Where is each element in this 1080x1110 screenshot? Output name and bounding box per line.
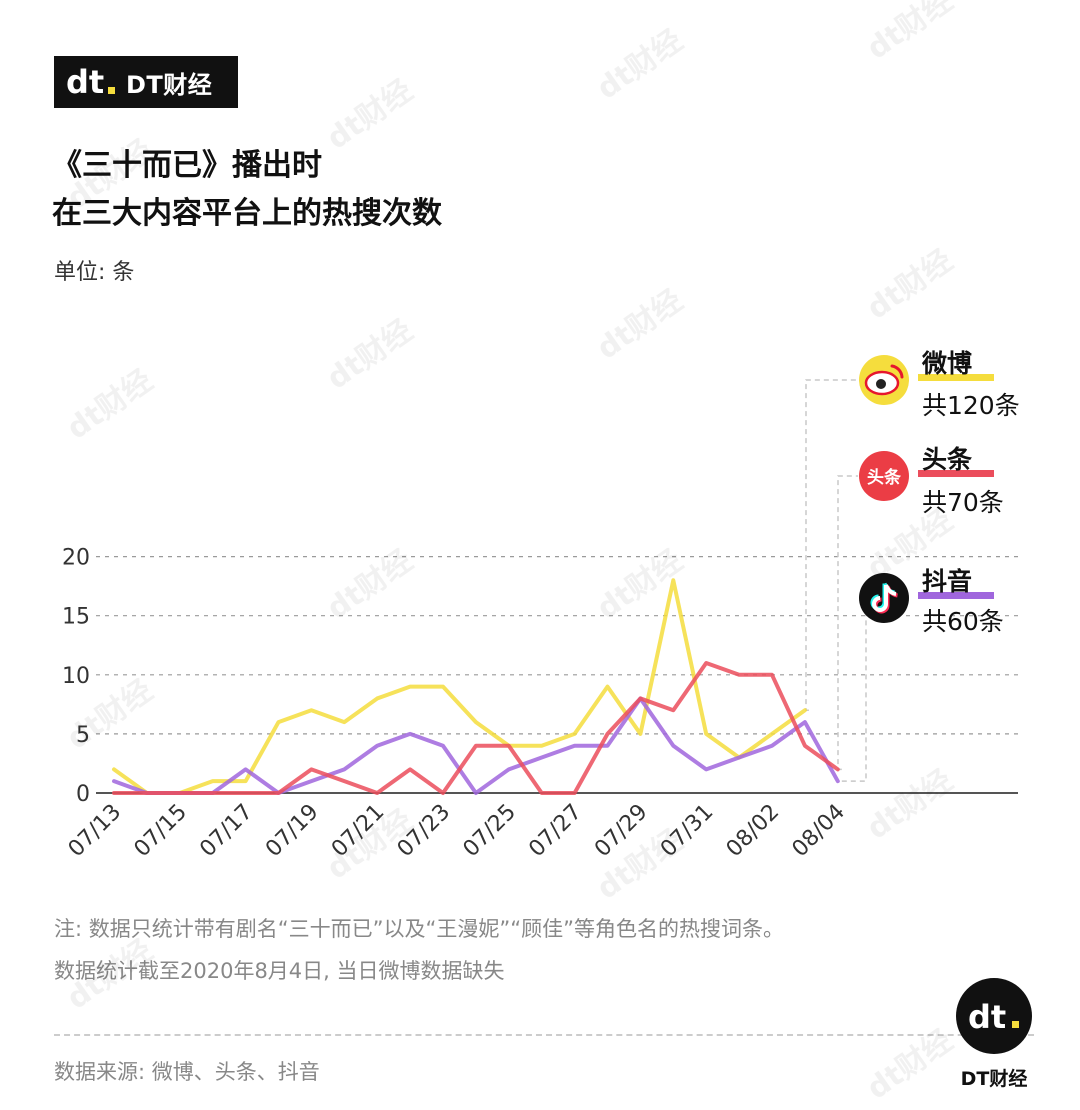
brand-footer: dt DT财经 <box>944 978 1044 1091</box>
douyin-icon <box>859 573 909 623</box>
dt-circle-logo-text: dt <box>968 998 1006 1034</box>
weibo-leader-line <box>805 379 858 712</box>
toutiao-leader-line <box>837 475 858 771</box>
watermark: dt财经 <box>860 0 960 67</box>
brand-badge: dt DT财经 <box>54 56 238 108</box>
weibo-legend-bar <box>918 374 994 381</box>
dt-logo-text: dt <box>66 65 104 99</box>
dt-circle-logo-mark: dt <box>968 998 1019 1034</box>
y-tick-label: 0 <box>76 782 90 807</box>
footnote-line-2: 数据统计截至2020年8月4日, 当日微博数据缺失 <box>54 959 505 983</box>
footnote-line-1: 注: 数据只统计带有剧名“三十而已”以及“王漫妮”“顾佳”等角色名的热搜词条。 <box>54 917 785 941</box>
toutiao-icon-text: 头条 <box>867 467 902 488</box>
x-tick-label: 07/31 <box>656 800 719 863</box>
y-tick-label: 10 <box>62 664 90 689</box>
x-tick-label: 08/04 <box>788 800 851 863</box>
weibo-icon <box>859 355 909 405</box>
y-tick-label: 15 <box>62 605 90 630</box>
weibo-legend-total: 共120条 <box>922 391 1020 420</box>
y-tick-label: 5 <box>76 723 90 748</box>
y-tick-label: 20 <box>62 546 90 571</box>
title-line-2: 在三大内容平台上的热搜次数 <box>52 196 442 231</box>
toutiao-series-line <box>112 660 840 795</box>
watermark: dt财经 <box>590 23 690 107</box>
x-tick-label: 08/02 <box>722 800 785 863</box>
douyin-legend-total: 共60条 <box>922 607 1004 636</box>
x-tick-label: 07/17 <box>195 800 258 863</box>
dt-logo-icon: dt <box>66 65 115 99</box>
douyin-series-line <box>112 696 840 795</box>
unit-label: 单位: 条 <box>54 260 135 285</box>
x-tick-label: 07/19 <box>261 800 324 863</box>
title-line-1: 《三十而已》播出时 <box>52 148 322 183</box>
toutiao-legend-bar <box>918 470 994 477</box>
douyin-legend-name: 抖音 <box>922 567 972 596</box>
chart-title: 《三十而已》播出时 在三大内容平台上的热搜次数 <box>52 142 442 238</box>
brand-name: DT财经 <box>126 70 213 99</box>
weibo-legend-name: 微博 <box>921 349 972 378</box>
source-text: 数据来源: 微博、头条、抖音 <box>54 1060 320 1084</box>
douyin-leader-line <box>841 597 867 782</box>
douyin-legend-bar <box>918 592 994 599</box>
toutiao-legend-total: 共70条 <box>922 488 1004 517</box>
x-tick-label: 07/15 <box>130 800 193 863</box>
toutiao-legend-name: 头条 <box>922 445 973 474</box>
x-tick-label: 07/23 <box>393 800 456 863</box>
toutiao-icon: 头条 <box>859 451 909 501</box>
x-tick-label: 07/29 <box>590 800 653 863</box>
weibo-series-line <box>112 578 807 795</box>
x-tick-label: 07/25 <box>459 800 522 863</box>
x-tick-label: 07/27 <box>524 800 587 863</box>
divider <box>54 1034 1034 1036</box>
dt-circle-logo-icon: dt <box>956 978 1032 1054</box>
footnote: 注: 数据只统计带有剧名“三十而已”以及“王漫妮”“顾佳”等角色名的热搜词条。 … <box>54 908 1044 992</box>
x-tick-label: 07/13 <box>64 800 127 863</box>
brand-footer-name: DT财经 <box>960 1068 1028 1090</box>
x-tick-label: 07/21 <box>327 800 390 863</box>
